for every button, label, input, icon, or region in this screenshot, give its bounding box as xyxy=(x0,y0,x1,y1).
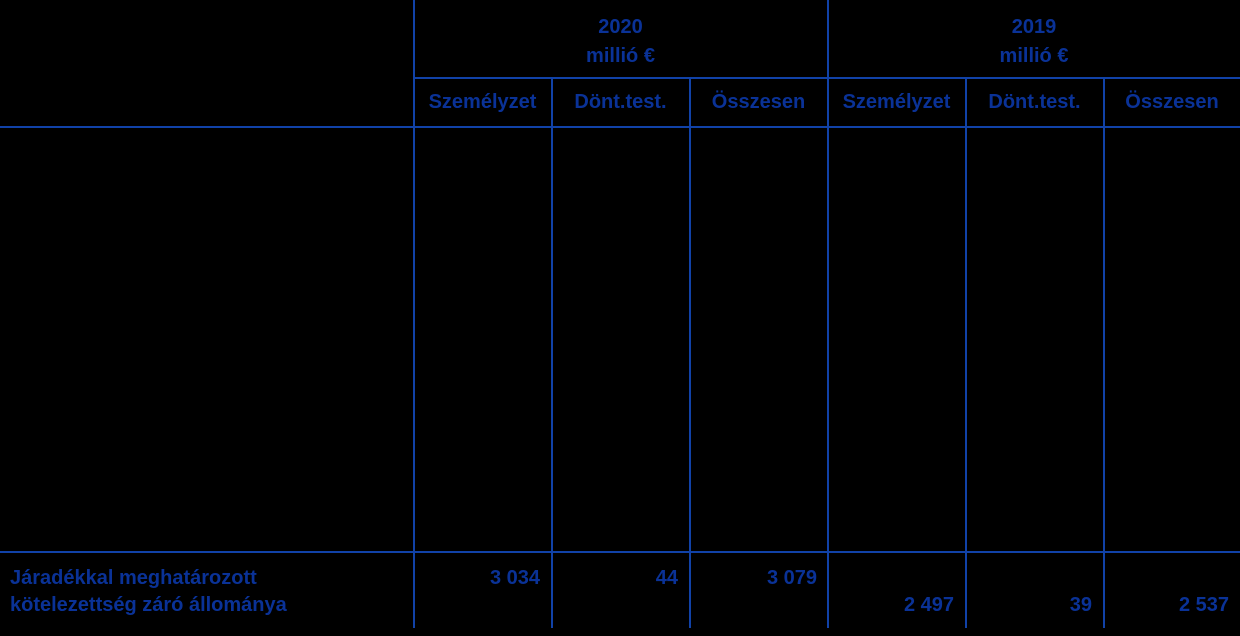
column-header-decision-bodies-2019: Dönt.test. xyxy=(988,91,1081,113)
column-header-staff-2020: Személyzet xyxy=(428,91,537,113)
value-2019-staff: 2 497 xyxy=(903,594,954,616)
year-label: 2019 xyxy=(1011,16,1057,38)
value-2020-decision-bodies: 44 xyxy=(655,567,678,589)
year-group-header-2020: 2020 millió € xyxy=(414,13,827,71)
column-divider xyxy=(1103,77,1105,628)
year-group-header-2019: 2019 millió € xyxy=(828,13,1240,71)
column-divider xyxy=(827,0,829,628)
column-header-total-2019: Összesen xyxy=(1125,91,1219,113)
unit-label: millió € xyxy=(999,45,1069,67)
value-2020-total: 3 079 xyxy=(766,567,817,589)
row-label-line-1: Járadékkal meghatározott xyxy=(10,567,257,589)
year-label: 2020 xyxy=(598,16,643,38)
unit-label: millió € xyxy=(586,45,655,67)
column-header-decision-bodies-2020: Dönt.test. xyxy=(574,91,667,113)
row-divider xyxy=(413,77,1240,79)
column-header-staff-2019: Személyzet xyxy=(842,91,951,113)
value-2020-staff: 3 034 xyxy=(489,567,540,589)
column-divider xyxy=(965,77,967,628)
row-label-line-2: kötelezettség záró állománya xyxy=(10,594,287,616)
row-divider xyxy=(0,551,1240,553)
column-header-total-2020: Összesen xyxy=(711,91,806,113)
value-2019-total: 2 537 xyxy=(1178,594,1229,616)
column-divider xyxy=(689,77,691,628)
column-divider xyxy=(551,77,553,628)
row-divider xyxy=(0,126,1240,128)
value-2019-decision-bodies: 39 xyxy=(1069,594,1092,616)
column-divider xyxy=(413,0,415,628)
